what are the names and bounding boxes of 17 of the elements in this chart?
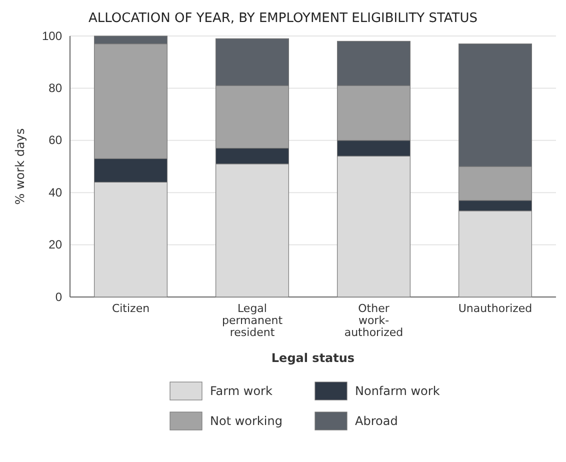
legend-label: Nonfarm work — [355, 384, 440, 398]
x-axis-title: Legal status — [271, 351, 355, 365]
chart-title: ALLOCATION OF YEAR, BY EMPLOYMENT ELIGIBILITY STATUS — [88, 11, 478, 26]
y-tick-label: 100 — [42, 28, 62, 43]
y-tick-label: 0 — [55, 290, 62, 304]
y-tick-label: 40 — [48, 185, 62, 200]
x-tick-label: Citizen — [112, 302, 150, 315]
legend-label: Farm work — [210, 384, 272, 398]
y-tick-label: 20 — [48, 238, 62, 252]
x-tick-label: Unauthorized — [458, 302, 532, 315]
y-tick-label: 80 — [48, 81, 62, 96]
x-tick-label: Legal permanent resident — [222, 302, 284, 339]
y-axis-title: % work days — [13, 128, 27, 205]
y-tick-label: 60 — [48, 133, 62, 148]
legend-label: Abroad — [355, 414, 398, 428]
legend-label: Not working — [210, 414, 282, 428]
x-tick-label: Other work-authorized — [344, 302, 404, 339]
